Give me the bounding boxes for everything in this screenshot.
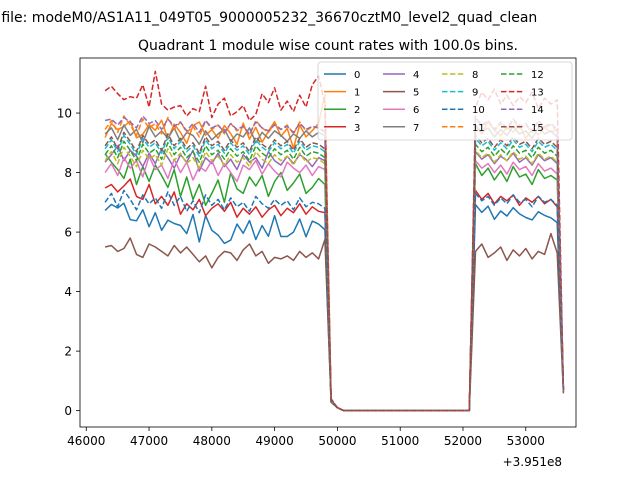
x-axis: 46000 47000 48000 49000 50000 51000 52000 53000 [67,427,545,448]
legend-label: 1 [354,88,360,99]
x-offset-label: +3.951e8 [503,455,562,469]
legend-label: 3 [354,123,360,134]
legend-label: 14 [531,105,544,116]
figure-suptitle: n file: modeM0/AS1A11_049T05_9000005232_… [0,10,537,26]
x-tick-label: 49000 [256,434,294,448]
legend-label: 0 [354,70,360,81]
legend-label: 13 [531,88,544,99]
y-tick-label: 2 [64,345,72,359]
y-tick-label: 6 [64,226,72,240]
chart-title: Quadrant 1 module wise count rates with … [138,38,518,54]
legend-label: 2 [354,105,360,116]
legend-label: 10 [472,105,485,116]
legend-box [317,61,573,141]
legend-label: 12 [531,70,544,81]
x-tick-label: 51000 [381,434,419,448]
x-tick-label: 50000 [318,434,356,448]
legend-label: 11 [472,123,485,134]
x-tick-label: 47000 [130,434,168,448]
axes-frame [79,57,577,428]
x-tick-label: 48000 [193,434,231,448]
y-tick-label: 4 [64,285,72,299]
legend-label: 4 [413,70,419,81]
x-tick-label: 53000 [507,434,545,448]
legend-label: 5 [413,88,419,99]
legend-label: 8 [472,70,478,81]
legend-label: 7 [413,123,419,134]
y-tick-label: 10 [57,107,72,121]
y-axis: 0 2 4 6 8 10 [57,107,80,418]
x-tick-label: 46000 [67,434,105,448]
legend-label: 9 [472,88,478,99]
legend-label: 6 [413,105,419,116]
series-line-13 [104,70,565,412]
x-tick-label: 52000 [444,434,482,448]
y-tick-label: 0 [64,404,72,418]
legend-label: 15 [531,123,544,134]
y-tick-label: 8 [64,166,72,180]
